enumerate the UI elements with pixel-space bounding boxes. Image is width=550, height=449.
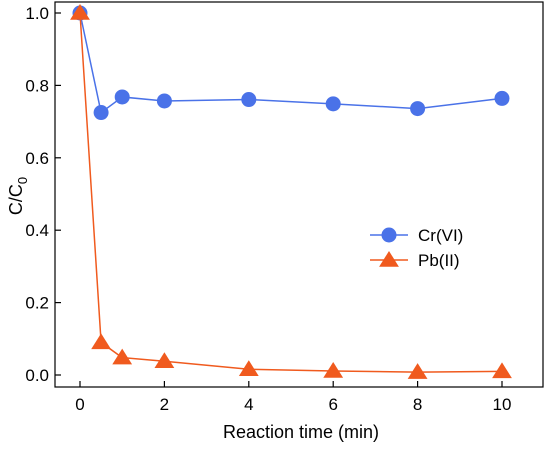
y-axis-label-subscript: 0	[15, 177, 30, 184]
y-tick-label: 0.6	[25, 149, 49, 168]
series-layer	[70, 4, 512, 379]
y-tick-label: 0.4	[25, 221, 49, 240]
series-line	[79, 12, 503, 114]
x-tick-label: 4	[244, 395, 253, 414]
y-axis-label-main: C/C	[6, 184, 26, 215]
y-tick-label: 0.2	[25, 294, 49, 313]
x-tick-label: 0	[75, 395, 84, 414]
legend-label: Pb(II)	[418, 251, 460, 270]
legend-marker	[379, 251, 399, 267]
data-point	[494, 90, 510, 106]
data-point	[114, 89, 130, 105]
legend-entry: Pb(II)	[370, 251, 460, 270]
data-point	[91, 333, 111, 350]
data-point	[154, 352, 175, 368]
data-point	[93, 105, 109, 121]
legend-label: Cr(VI)	[418, 226, 463, 245]
legend: Cr(VI) Pb(II)	[370, 226, 463, 270]
x-tick-label: 10	[493, 395, 512, 414]
y-tick-label: 0.0	[25, 366, 49, 385]
data-point	[410, 101, 426, 117]
data-point	[323, 362, 344, 378]
x-tick-label: 6	[328, 395, 337, 414]
x-axis-ticks: 0 2 4 6 8 10	[75, 381, 511, 414]
y-axis-label: C/C0	[6, 177, 30, 215]
x-axis-label: Reaction time (min)	[223, 422, 379, 442]
data-point	[492, 362, 512, 379]
legend-entry: Cr(VI)	[370, 226, 463, 245]
data-point	[325, 96, 341, 112]
y-tick-label: 0.8	[25, 76, 49, 95]
x-tick-label: 8	[413, 395, 422, 414]
data-point	[112, 348, 133, 365]
series-cr-vi	[72, 5, 510, 121]
y-tick-label: 1.0	[25, 4, 49, 23]
data-point	[70, 4, 90, 20]
series-pb-ii	[70, 4, 512, 379]
series-line	[79, 12, 503, 373]
data-point	[238, 360, 259, 376]
data-point	[241, 92, 257, 108]
y-axis-ticks: 0.0 0.2 0.4 0.6 0.8 1.0	[25, 4, 61, 385]
x-tick-label: 2	[160, 395, 169, 414]
plot-frame	[54, 1, 544, 388]
data-point	[407, 363, 428, 379]
legend-marker	[381, 227, 397, 243]
data-point	[156, 93, 172, 109]
